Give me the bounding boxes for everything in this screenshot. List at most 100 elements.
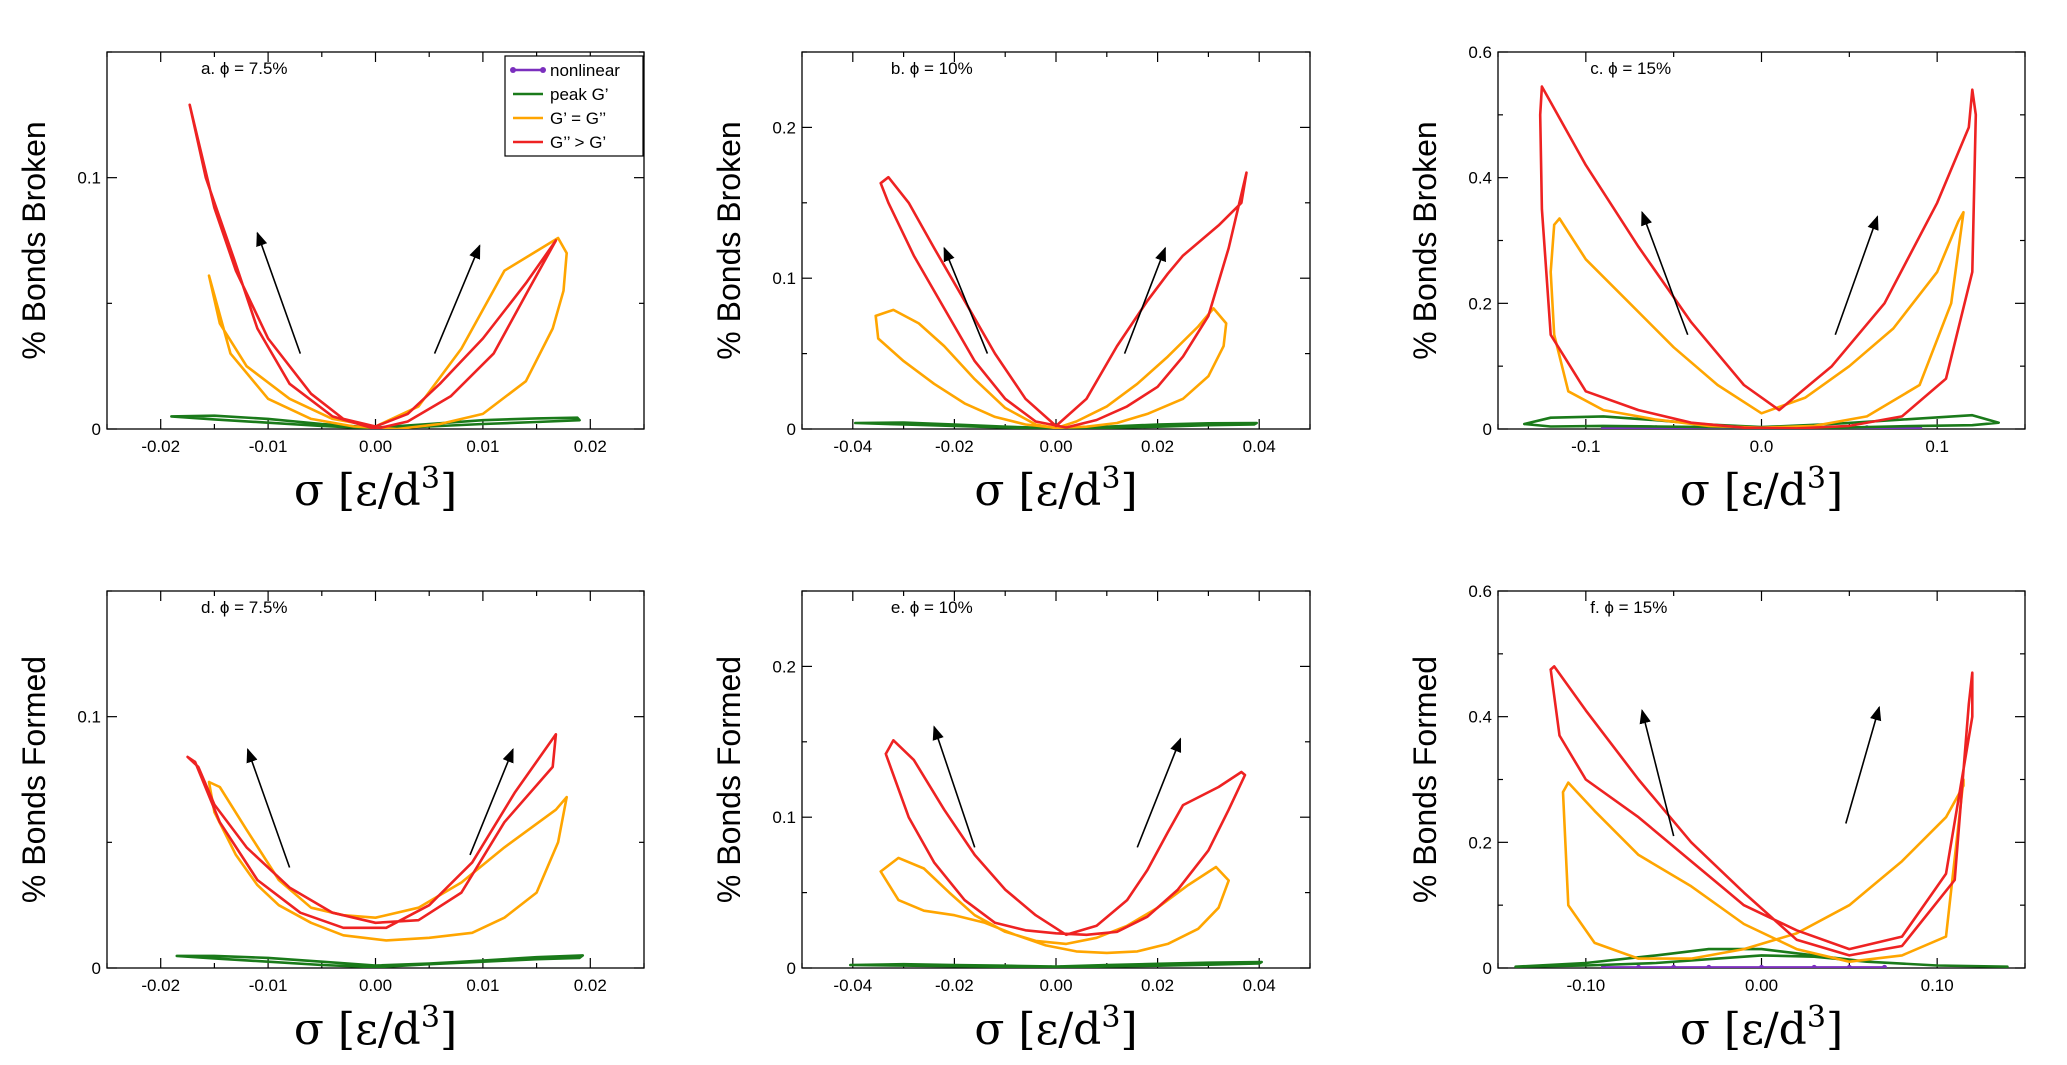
panel-a: -0.02 -0.01 0.00 0.01 0.02 0 0.1 a. ϕ = 7.5% σ […: [16, 51, 645, 516]
x-tick-label: -0.1: [1571, 437, 1600, 456]
panel-d: -0.02 -0.01 0.00 0.01 0.02 0 0.1 d. ϕ = 7.5% σ […: [16, 590, 645, 1055]
x-tick-label: -0.01: [249, 437, 288, 456]
y-tick-label: 0.2: [772, 118, 796, 137]
x-tick-label: 0.00: [1745, 976, 1778, 995]
x-tick-label: 0.00: [359, 976, 392, 995]
legend-marker: [510, 67, 516, 73]
panel-e: -0.04 -0.02 0.00 0.02 0.04 0 0.1 0.2 e. ϕ = 10% σ…: [711, 590, 1311, 1055]
nonlinear-point: [1881, 964, 1887, 968]
x-tick-label: 0.02: [1141, 976, 1174, 995]
y-tick-label: 0.2: [1468, 294, 1492, 313]
panel-title: e. ϕ = 10%: [891, 598, 973, 617]
plot-frame: [801, 590, 1311, 969]
direction-arrow: [246, 747, 291, 868]
y-tick-label: 0: [92, 959, 101, 978]
x-tick-label: 0.00: [359, 437, 392, 456]
y-tick-label: 0.1: [77, 169, 101, 188]
x-tick-label: -0.01: [249, 976, 288, 995]
y-tick-label: 0: [787, 420, 796, 439]
x-tick-label: -0.02: [935, 976, 974, 995]
y-axis-label: % Bonds Broken: [16, 121, 52, 359]
x-axis-label: σ [ε/d3]: [294, 1000, 457, 1055]
y-tick-label: 0.2: [772, 657, 796, 676]
panel-f: -0.10 0.00 0.10 0 0.2 0.4 0.6 f. ϕ = 15% σ [ε/d3…: [1407, 582, 2026, 1055]
series-line: [1549, 210, 1965, 429]
legend-label: G’’ > G’: [550, 133, 606, 152]
x-tick-label: -0.02: [141, 437, 180, 456]
series-line: [207, 780, 568, 942]
x-tick-label: -0.02: [141, 976, 180, 995]
direction-arrow: [433, 244, 481, 354]
panel-title: a. ϕ = 7.5%: [201, 59, 288, 78]
x-tick-label: 0.04: [1243, 437, 1276, 456]
legend-label: G’ = G’’: [550, 109, 606, 128]
y-tick-label: 0.1: [772, 808, 796, 827]
plot-frame: [106, 590, 645, 969]
legend-label: peak G’: [550, 85, 609, 104]
y-tick-label: 0.1: [77, 708, 101, 727]
nonlinear-point: [1671, 964, 1677, 968]
y-tick-label: 0: [92, 420, 101, 439]
y-tick-label: 0: [787, 959, 796, 978]
series-line: [1538, 85, 1978, 429]
direction-arrow: [1123, 246, 1166, 354]
series-line: [1514, 947, 2009, 968]
series-line: [188, 103, 558, 429]
x-tick-label: 0.00: [1039, 976, 1072, 995]
panel-title: b. ϕ = 10%: [891, 59, 973, 78]
direction-arrow: [932, 725, 976, 848]
legend-label: nonlinear: [550, 61, 620, 80]
x-tick-label: 0.10: [1921, 976, 1954, 995]
series-line: [1549, 665, 1974, 957]
x-tick-label: 0.02: [574, 976, 607, 995]
y-tick-label: 0.6: [1468, 582, 1492, 601]
series-line: [879, 171, 1248, 429]
nonlinear-point: [1759, 964, 1764, 968]
series-line: [170, 414, 581, 429]
direction-arrow: [1845, 705, 1882, 824]
legend-marker: [540, 67, 546, 73]
x-axis-label: σ [ε/d3]: [974, 461, 1137, 516]
x-tick-label: -0.04: [833, 976, 872, 995]
direction-arrow: [256, 231, 302, 354]
plot-frame: [1497, 51, 2026, 430]
y-tick-label: 0.2: [1468, 833, 1492, 852]
x-tick-label: 0.02: [1141, 437, 1174, 456]
panel-c: -0.1 0.0 0.1 0 0.2 0.4 0.6 c. ϕ = 15% σ [ε/d3] % …: [1407, 43, 2026, 516]
x-tick-label: -0.04: [833, 437, 872, 456]
direction-arrow: [943, 246, 989, 354]
y-tick-label: 0.4: [1468, 169, 1492, 188]
x-tick-label: 0.01: [466, 437, 499, 456]
series-line: [879, 856, 1230, 955]
direction-arrow: [1641, 210, 1689, 336]
panel-b: -0.04 -0.02 0.00 0.02 0.04 0 0.1 0.2 b. ϕ = 10% σ…: [711, 51, 1311, 516]
series-line: [175, 954, 585, 968]
series-line: [207, 236, 568, 429]
series-line: [854, 421, 1258, 429]
x-tick-label: -0.02: [935, 437, 974, 456]
y-axis-label: % Bonds Formed: [16, 656, 52, 903]
direction-arrow: [469, 748, 514, 856]
plot-frame: [1497, 590, 2026, 969]
y-axis-label: % Bonds Broken: [711, 121, 747, 359]
direction-arrow: [1639, 708, 1675, 837]
x-axis-label: σ [ε/d3]: [974, 1000, 1137, 1055]
x-tick-label: -0.10: [1566, 976, 1605, 995]
direction-arrow: [1136, 737, 1182, 848]
y-axis-label: % Bonds Formed: [1407, 656, 1443, 903]
y-tick-label: 0: [1483, 959, 1492, 978]
y-tick-label: 0.6: [1468, 43, 1492, 62]
x-tick-label: 0.1: [1925, 437, 1949, 456]
nonlinear-point: [1811, 964, 1817, 968]
x-axis-label: σ [ε/d3]: [294, 461, 457, 516]
nonlinear-point: [1636, 964, 1642, 968]
y-axis-label: % Bonds Broken: [1407, 121, 1443, 359]
nonlinear-point: [1706, 964, 1712, 968]
legend: nonlinear peak G’ G’ = G’’ G’’ > G’: [504, 55, 644, 157]
x-tick-label: 0.01: [466, 976, 499, 995]
plot-frame: [801, 51, 1311, 430]
y-axis-label: % Bonds Formed: [711, 656, 747, 903]
panel-title: c. ϕ = 15%: [1590, 59, 1671, 78]
x-axis-label: σ [ε/d3]: [1680, 461, 1843, 516]
